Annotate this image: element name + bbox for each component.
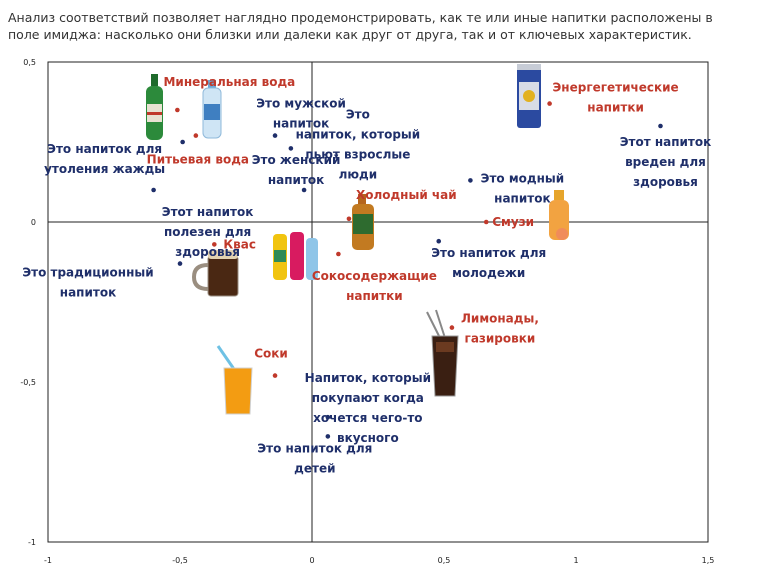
juice-glass xyxy=(216,345,253,415)
drink-images xyxy=(146,64,569,415)
drink-point xyxy=(449,325,455,330)
drink-point xyxy=(346,216,352,222)
characteristic-point xyxy=(658,123,663,129)
plot-area xyxy=(47,61,709,543)
characteristic-label: Это напиток, который пьют взрослые люди xyxy=(296,107,421,181)
drink-point xyxy=(336,251,341,257)
lemonade-glass xyxy=(426,309,459,397)
energy-drink-can xyxy=(517,64,541,128)
drink-point xyxy=(193,133,199,138)
characteristic-point xyxy=(180,139,185,145)
drink-label: Сокосодержащие напитки xyxy=(312,269,437,303)
mineral-water-bottle xyxy=(146,74,163,140)
y-tick-label: -1 xyxy=(28,538,36,547)
characteristic-point xyxy=(151,187,156,193)
y-tick-label: -0,5 xyxy=(20,378,36,387)
drink-label: Соки xyxy=(254,347,288,361)
characteristic-label: Это женский напиток xyxy=(252,153,341,187)
characteristic-label: Это напиток для детей xyxy=(257,441,372,475)
characteristic-point xyxy=(177,261,183,266)
y-tick-label: 0 xyxy=(31,218,36,227)
drink-label: Холодный чай xyxy=(356,188,457,202)
characteristic-point xyxy=(301,187,307,193)
drink-point xyxy=(212,242,217,247)
kvass-mug xyxy=(191,250,239,297)
characteristic-point xyxy=(436,238,442,244)
characteristic-point xyxy=(288,146,294,151)
characteristic-point xyxy=(272,133,278,138)
y-tick-label: 0,5 xyxy=(23,58,36,67)
x-tick-label: -1 xyxy=(44,556,52,565)
characteristic-label: Этот напиток полезен для здоровья xyxy=(162,205,254,259)
x-tick-label: 1 xyxy=(573,556,578,565)
x-tick-label: 0 xyxy=(309,556,314,565)
drink-label: Квас xyxy=(223,237,256,251)
characteristic-label: Этот напиток вреден для здоровья xyxy=(620,135,712,189)
smoothie-bottle xyxy=(549,190,569,240)
drink-label: Лимонады, газировки xyxy=(461,312,539,346)
characteristic-label: Это традиционный напиток xyxy=(22,266,153,300)
x-tick-label: -0,5 xyxy=(172,556,188,565)
characteristic-label: Это напиток для молодежи xyxy=(431,246,546,280)
drinking-water-bottle xyxy=(202,80,222,139)
juice-drink-bottles xyxy=(273,232,318,280)
characteristic-point xyxy=(325,434,331,439)
drink-point xyxy=(547,101,552,106)
axis-ticks: -1 -0,5 0 0,5 1 1,5 0,5 0 -0,5 -1 xyxy=(20,58,714,565)
drink-point xyxy=(483,219,489,225)
drink-label: Минеральная вода xyxy=(163,75,295,89)
drink-label: Смузи xyxy=(492,215,534,229)
characteristic-point xyxy=(325,414,331,420)
characteristic-point xyxy=(468,178,473,183)
drink-label: Энергегетические напитки xyxy=(553,81,679,115)
characteristic-label: Это напиток для утоления жажды xyxy=(44,142,165,176)
characteristic-label: Это модный напиток xyxy=(481,171,564,205)
characteristic-label: Это мужской напиток xyxy=(256,97,346,131)
drink-point xyxy=(175,107,180,113)
characteristic-label: Напиток, который покупают когда хочется че… xyxy=(305,371,431,445)
x-tick-label: 0,5 xyxy=(438,556,451,565)
drink-point xyxy=(272,373,278,378)
drink-label: Питьевая вода xyxy=(147,153,249,167)
iced-tea-bottle xyxy=(352,194,374,250)
x-tick-label: 1,5 xyxy=(702,556,715,565)
intro-text: Анализ соответствий позволяет наглядно п… xyxy=(8,10,713,42)
